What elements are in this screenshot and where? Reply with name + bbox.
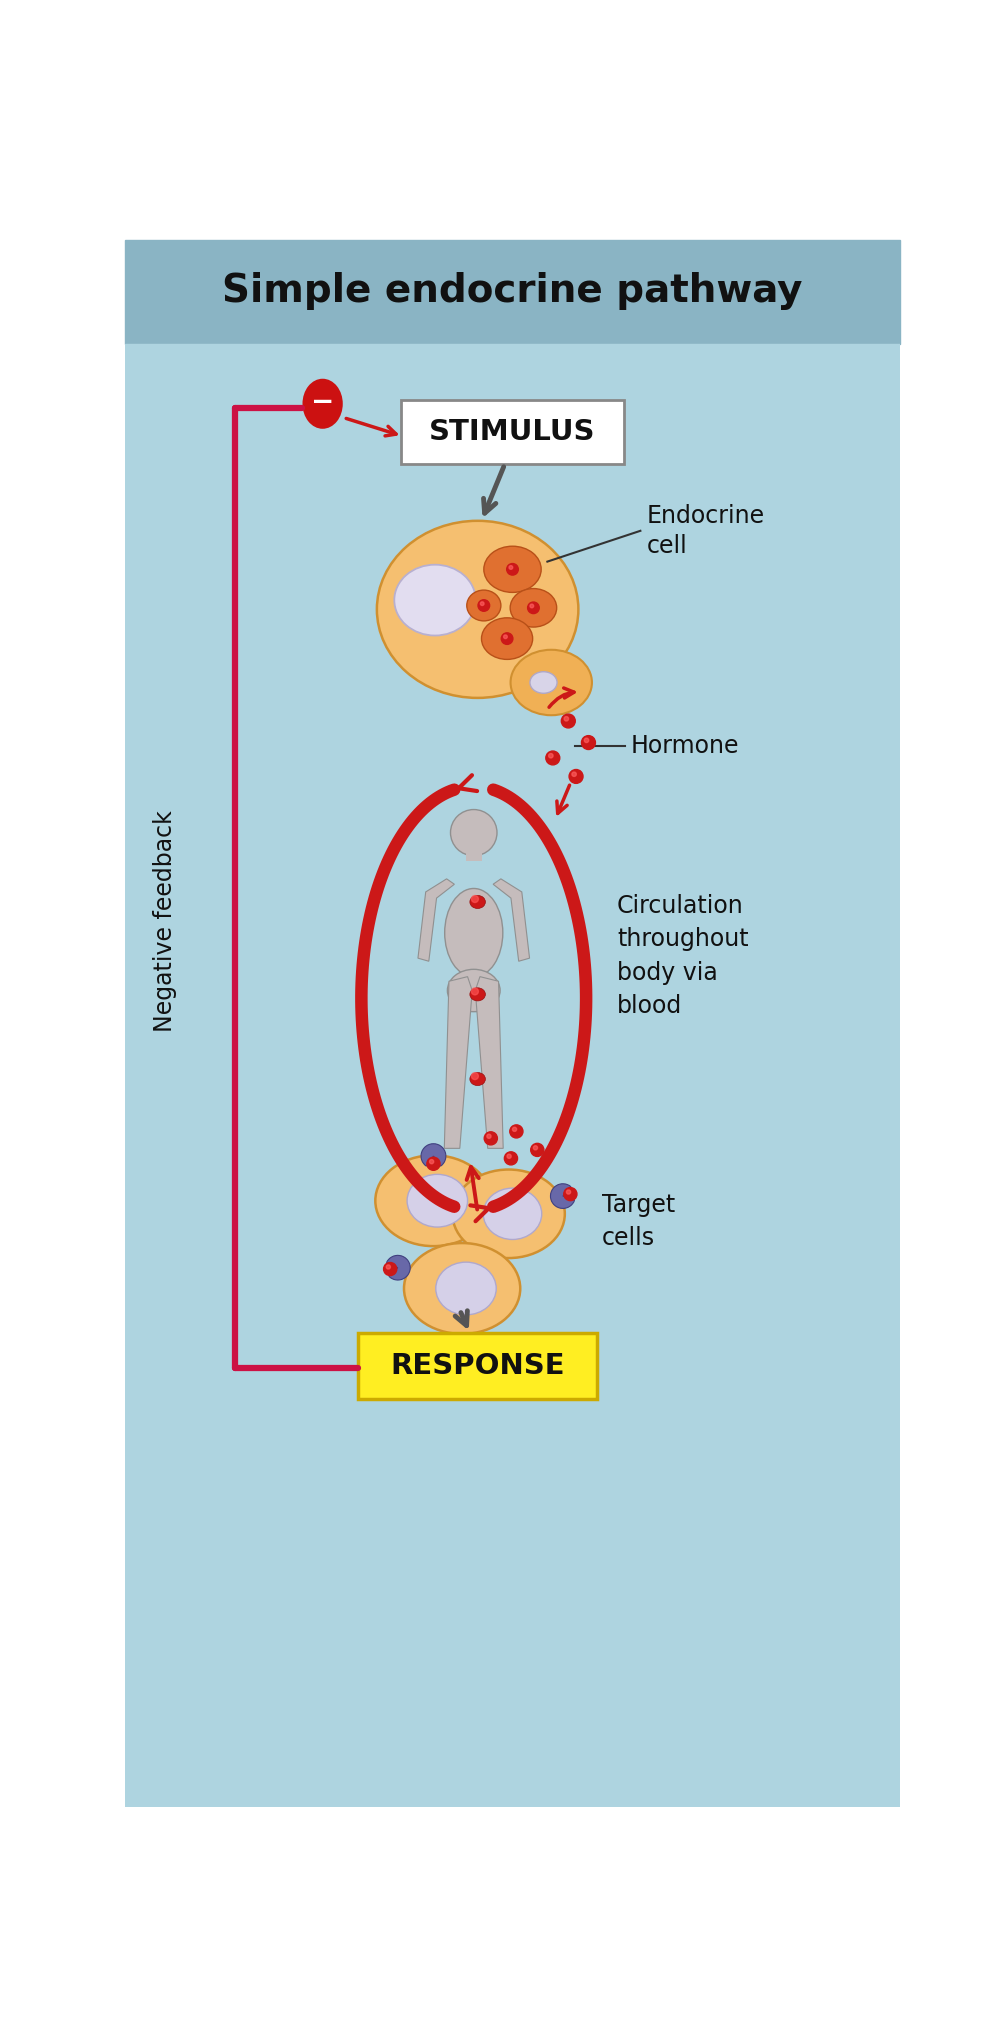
Circle shape [471,1072,478,1080]
Ellipse shape [452,1169,565,1259]
Ellipse shape [404,1242,520,1334]
Circle shape [504,635,507,639]
Wedge shape [550,1183,575,1208]
FancyBboxPatch shape [401,400,624,465]
Text: Simple endocrine pathway: Simple endocrine pathway [222,272,803,311]
Circle shape [572,771,576,775]
Text: Hormone: Hormone [630,733,739,757]
Circle shape [566,1190,571,1194]
Circle shape [478,599,490,611]
Ellipse shape [436,1263,496,1315]
Wedge shape [421,1143,446,1165]
Circle shape [512,1127,517,1131]
Wedge shape [387,1255,410,1281]
Ellipse shape [377,522,578,698]
Circle shape [480,601,484,605]
Ellipse shape [482,617,533,660]
Polygon shape [444,976,472,1149]
Ellipse shape [445,889,503,976]
Ellipse shape [375,1155,492,1246]
Circle shape [549,753,553,757]
Circle shape [450,810,497,857]
Text: Target
cells: Target cells [602,1194,675,1250]
Bar [466,834,482,861]
Ellipse shape [483,1188,542,1240]
Circle shape [569,769,583,784]
Circle shape [507,564,518,574]
Circle shape [581,735,595,749]
Polygon shape [493,879,530,962]
Text: Circulation
throughout
body via
blood: Circulation throughout body via blood [617,893,749,1019]
Text: Negative feedback: Negative feedback [153,810,177,1031]
Ellipse shape [467,591,501,621]
Circle shape [531,1143,544,1157]
FancyBboxPatch shape [358,1334,597,1399]
Circle shape [501,633,513,644]
Ellipse shape [511,650,592,715]
Ellipse shape [470,989,485,1001]
Bar [125,240,900,343]
Circle shape [564,717,569,721]
Circle shape [584,739,589,743]
Circle shape [487,1135,491,1139]
Circle shape [484,1133,497,1145]
Ellipse shape [470,895,485,909]
Ellipse shape [302,380,343,428]
Circle shape [384,1263,397,1275]
Circle shape [471,895,478,903]
Circle shape [561,715,575,729]
Circle shape [509,566,513,568]
Circle shape [564,1188,577,1200]
Circle shape [546,751,560,765]
Circle shape [504,1151,518,1165]
Ellipse shape [510,589,557,627]
Ellipse shape [407,1175,468,1226]
Circle shape [507,1155,511,1159]
Polygon shape [475,976,503,1149]
Text: Endocrine
cell: Endocrine cell [647,503,765,558]
Circle shape [429,1159,434,1163]
Ellipse shape [447,970,500,1011]
Circle shape [427,1157,440,1169]
Ellipse shape [484,546,541,593]
Circle shape [533,1145,538,1149]
Ellipse shape [394,564,476,635]
Circle shape [530,605,534,607]
Text: STIMULUS: STIMULUS [429,418,596,447]
Circle shape [528,603,539,613]
Circle shape [471,989,478,995]
Ellipse shape [470,1072,485,1086]
Polygon shape [418,879,454,962]
Text: −: − [311,388,334,416]
Circle shape [510,1125,523,1139]
Circle shape [386,1265,390,1269]
Ellipse shape [530,672,557,694]
Text: RESPONSE: RESPONSE [390,1352,565,1380]
